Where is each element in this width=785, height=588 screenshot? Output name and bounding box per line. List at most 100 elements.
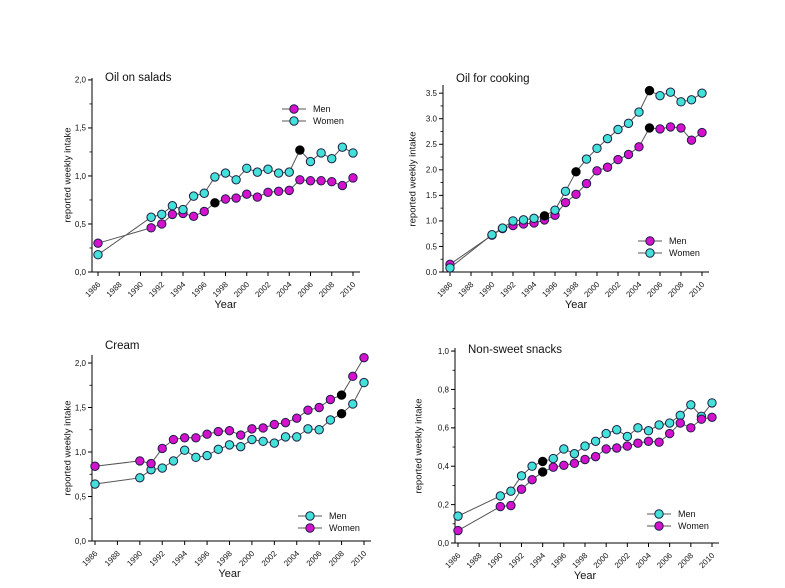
data-point (592, 166, 602, 176)
x-axis-label: Year (564, 299, 588, 311)
data-point (210, 172, 220, 182)
data-point (269, 438, 280, 448)
data-point (675, 418, 685, 428)
data-point (590, 451, 601, 462)
chart-panel-cream: 0,0 0,5 1,0 1,5 2,0 1986 1988 1990 1992 1994 1996 1… (60, 328, 395, 588)
data-point (527, 474, 537, 485)
data-point (242, 163, 252, 173)
x-tick-label: 1986 (83, 280, 102, 299)
data-point (612, 425, 622, 435)
data-point (292, 432, 302, 442)
legend-marker-women (289, 116, 299, 126)
data-point (273, 168, 284, 178)
x-tick-label: 2008 (317, 280, 336, 299)
x-tick-label: 2000 (232, 280, 251, 299)
y-tick-label: 2,0 (75, 76, 87, 85)
data-point (686, 400, 696, 410)
x-tick-label: 2004 (624, 280, 643, 299)
data-point-highlight (210, 198, 220, 208)
data-point (314, 402, 324, 413)
x-tick-label: 2000 (592, 551, 611, 570)
data-point (623, 149, 634, 160)
legend-marker-women (645, 248, 655, 258)
data-point (633, 438, 643, 448)
y-tick-label: 0,0 (75, 268, 87, 277)
data-point (220, 168, 231, 178)
data-point (213, 426, 223, 437)
data-point (602, 133, 613, 144)
data-point (292, 413, 302, 423)
y-axis-label: reported weekly intake (62, 400, 74, 496)
data-point (146, 458, 156, 469)
data-point (550, 205, 560, 215)
data-point (529, 213, 539, 224)
chart-panel-oil-on-salads: 0,0 0,5 1,0 1,5 2,0 1986 1988 1990 1992 1994 1996 1… (60, 60, 395, 332)
x-tick-label: 2010 (697, 551, 716, 570)
data-point (93, 238, 103, 248)
y-tick-label: 1,0 (438, 347, 450, 356)
data-point (252, 167, 263, 177)
data-point (633, 423, 643, 433)
data-point (202, 429, 212, 439)
data-point (686, 423, 696, 433)
y-axis-label: reported weekly intake (407, 130, 419, 227)
data-point-highlight (539, 211, 550, 221)
x-tick-label: 2004 (275, 280, 294, 299)
data-point (495, 501, 506, 512)
x-tick-label: 1996 (190, 280, 209, 299)
data-point (348, 399, 358, 409)
data-point (569, 458, 580, 469)
x-tick-label: 2002 (613, 551, 632, 570)
data-point (325, 394, 336, 405)
legend-label-men: Men (669, 236, 687, 246)
data-point (506, 486, 516, 496)
data-point (643, 426, 654, 436)
data-point (213, 444, 223, 455)
x-tick-label: 1996 (193, 549, 212, 568)
x-tick-label: 1994 (168, 280, 187, 299)
x-tick-label: 2002 (253, 280, 272, 299)
data-point (247, 434, 257, 445)
x-tick-label: 2008 (666, 280, 685, 299)
x-tick-label: 2008 (676, 551, 695, 570)
data-point (199, 188, 209, 198)
data-point (697, 88, 707, 98)
data-point-highlight (537, 467, 548, 477)
data-point (263, 164, 273, 174)
data-point (643, 436, 654, 446)
data-point (348, 173, 358, 183)
data-point (231, 175, 241, 185)
data-point (146, 212, 156, 222)
y-tick-label: 1.5 (426, 191, 438, 200)
series-men (445, 122, 707, 270)
x-tick-label: 1986 (80, 549, 99, 568)
x-tick-label: 2008 (327, 549, 346, 568)
data-point (601, 428, 611, 439)
data-point (167, 209, 178, 220)
x-tick-label: 1998 (570, 551, 589, 570)
data-point (497, 223, 508, 233)
data-point (157, 219, 167, 229)
x-tick-label: 1992 (147, 280, 166, 299)
data-point (167, 201, 178, 211)
data-point (622, 431, 633, 442)
y-tick-label: 0,0 (438, 539, 450, 548)
y-tick-label: 2,0 (75, 359, 87, 368)
legend-marker-men (654, 509, 664, 519)
data-point (654, 420, 664, 430)
data-point (252, 192, 263, 202)
data-point (242, 189, 252, 199)
data-point (224, 440, 235, 450)
x-tick-label: 1988 (103, 549, 122, 568)
axes: 0,0 0,5 1,0 1,5 2,0 1986 1988 1990 1992 1994 1996 1… (75, 355, 371, 568)
data-point (90, 461, 100, 471)
data-point (634, 142, 644, 152)
data-point (686, 95, 697, 105)
y-tick-label: 2.5 (426, 140, 438, 149)
y-tick-label: 0,4 (438, 462, 450, 471)
series-men (453, 398, 717, 521)
x-tick-label: 1996 (540, 280, 559, 299)
